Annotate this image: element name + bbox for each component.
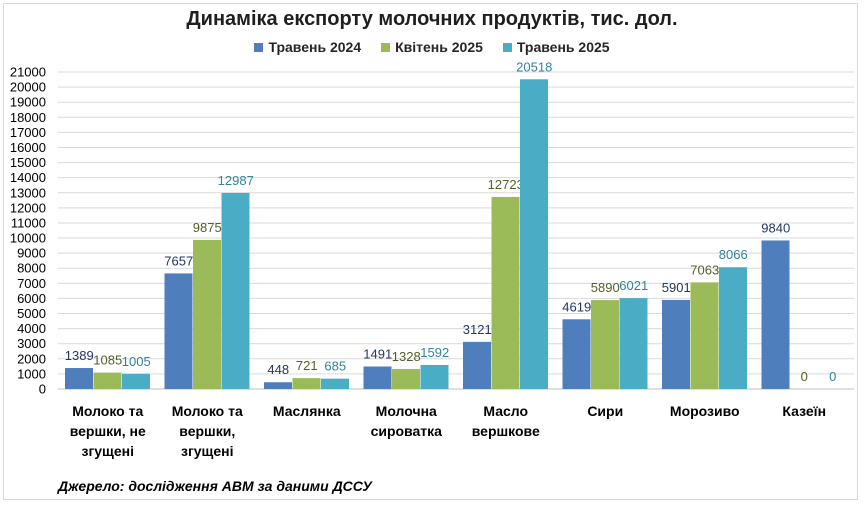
bar	[463, 341, 491, 389]
bar	[420, 364, 449, 389]
data-label: 12723	[488, 177, 524, 192]
bar	[193, 239, 221, 389]
bar	[562, 319, 591, 389]
bar	[491, 196, 520, 389]
bar	[761, 240, 790, 389]
legend-label-series-0: Травень 2024	[268, 39, 362, 55]
data-label: 1592	[420, 345, 449, 360]
data-label: 3121	[463, 322, 492, 337]
category-label: сироватка	[371, 423, 443, 439]
legend-swatch-series-1	[381, 42, 391, 52]
y-tick-label: 13000	[10, 185, 46, 200]
y-tick-label: 12000	[10, 200, 46, 215]
data-label: 7657	[164, 253, 193, 268]
data-label: 1491	[363, 346, 392, 361]
y-tick-label: 17000	[10, 125, 46, 140]
y-tick-label: 1000	[17, 366, 46, 381]
bar	[662, 299, 690, 389]
bar	[122, 373, 150, 389]
category-label: Маслянка	[273, 403, 341, 419]
data-label: 9840	[761, 220, 790, 235]
bar	[264, 382, 292, 389]
chart-legend: Травень 2024 Квітень 2025 Травень 2025	[0, 39, 864, 55]
legend-item-series-0: Травень 2024	[254, 39, 361, 55]
y-tick-label: 4000	[17, 321, 46, 336]
bar	[392, 368, 420, 389]
bar	[93, 372, 122, 389]
bar	[619, 298, 648, 389]
category-label: вершки, не	[70, 423, 146, 439]
y-tick-label: 18000	[10, 110, 46, 125]
category-label: Морозиво	[670, 403, 740, 419]
data-label: 1328	[392, 349, 421, 364]
data-label: 12987	[218, 173, 254, 188]
bar	[164, 273, 193, 389]
data-label: 685	[324, 359, 346, 374]
data-label: 1389	[65, 348, 94, 363]
data-label: 721	[296, 358, 318, 373]
y-tick-label: 5000	[17, 306, 46, 321]
data-label: 5890	[591, 280, 620, 295]
data-label: 448	[267, 362, 289, 377]
y-tick-label: 21000	[10, 65, 46, 80]
data-label: 6021	[619, 278, 648, 293]
data-label: 1085	[93, 353, 122, 368]
data-label: 20518	[516, 59, 552, 74]
bar	[719, 267, 747, 389]
y-tick-label: 3000	[17, 336, 46, 351]
category-label: Сири	[587, 403, 623, 419]
data-label: 7063	[690, 262, 719, 277]
source-note: Джерело: дослідження АВМ за даними ДССУ	[58, 478, 372, 494]
data-label: 0	[829, 369, 836, 384]
data-label: 4619	[562, 299, 591, 314]
category-label: Молоко та	[72, 403, 143, 419]
category-label: вершкове	[472, 423, 540, 439]
bar	[591, 300, 619, 389]
chart-title: Динаміка експорту молочних продуктів, ти…	[186, 8, 678, 30]
bar	[221, 192, 250, 389]
y-tick-label: 11000	[11, 215, 46, 230]
bar	[321, 378, 349, 389]
category-label: згущені	[181, 443, 234, 459]
category-label: Молоко та	[172, 403, 243, 419]
data-label: 0	[801, 369, 808, 384]
category-label: вершки,	[179, 423, 235, 439]
chart-frame	[3, 3, 858, 500]
legend-swatch-series-0	[254, 42, 264, 52]
y-tick-label: 19000	[10, 95, 46, 110]
y-tick-label: 14000	[10, 170, 46, 185]
legend-item-series-2: Травень 2025	[502, 39, 610, 55]
data-label: 1005	[122, 354, 151, 369]
y-tick-label: 0	[39, 382, 46, 397]
y-tick-label: 7000	[17, 276, 46, 291]
category-label: Масло	[483, 403, 528, 419]
y-tick-label: 10000	[10, 231, 46, 246]
legend-swatch-series-2	[502, 42, 512, 52]
y-tick-label: 15000	[10, 155, 46, 170]
data-label: 8066	[719, 247, 748, 262]
y-tick-label: 20000	[10, 80, 46, 95]
bar	[363, 366, 392, 389]
data-label: 5901	[662, 280, 691, 295]
legend-label-series-1: Квітень 2025	[395, 39, 483, 55]
y-tick-label: 9000	[17, 246, 46, 261]
bar	[520, 79, 548, 389]
y-tick-label: 16000	[10, 140, 46, 155]
bar	[292, 378, 321, 389]
bar	[690, 282, 719, 389]
y-tick-label: 6000	[17, 291, 46, 306]
category-label: Молочна	[376, 403, 437, 419]
bar	[65, 368, 93, 389]
data-label: 9875	[193, 220, 222, 235]
y-tick-label: 2000	[17, 351, 46, 366]
category-label: згущені	[81, 443, 134, 459]
legend-item-series-1: Квітень 2025	[381, 39, 483, 55]
y-tick-label: 8000	[17, 261, 46, 276]
category-label: Казеїн	[782, 403, 826, 419]
legend-label-series-2: Травень 2025	[516, 39, 610, 55]
